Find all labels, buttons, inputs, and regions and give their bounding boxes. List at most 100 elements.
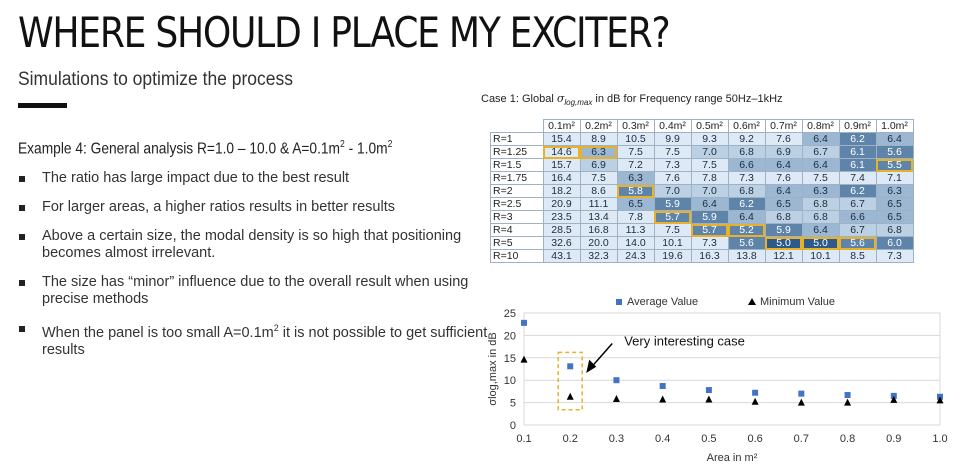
table-cell: 6.3 — [579, 145, 618, 159]
table-row: R=1.5 15.7 6.9 7.2 7.3 7.5 6.6 6.4 6.4 6.1 5.5 — [490, 158, 914, 172]
table-row-header: R=2 — [490, 184, 544, 198]
table-cell: 7.3 — [727, 171, 766, 185]
table-cell: 9.3 — [690, 132, 729, 146]
table-cell: 11.1 — [579, 197, 618, 211]
table-cell: 7.0 — [690, 184, 729, 198]
table-cell: 5.6 — [727, 236, 766, 250]
table-row: R=5 32.6 20.0 14.0 10.1 7.3 5.6 5.0 5.0 5.6 6.0 — [490, 236, 914, 250]
table-cell: 5.9 — [764, 223, 803, 237]
bullet-text: For larger areas, a higher ratios result… — [42, 199, 395, 215]
table-column-header: 0.4m² — [653, 119, 692, 133]
table-cell: 6.1 — [838, 158, 877, 172]
table-cell: 43.1 — [542, 249, 581, 263]
x-tick-label: 0.5 — [701, 433, 716, 445]
x-tick-label: 0.3 — [609, 433, 624, 445]
average-value-point — [844, 391, 851, 398]
table-cell: 24.3 — [616, 249, 655, 263]
table-column-header: 0.5m² — [690, 119, 729, 133]
x-tick-label: 1.0 — [932, 433, 947, 445]
table-header-row: 0.1m² 0.2m² 0.3m² 0.4m² 0.5m² 0.6m² 0.7m² 0.8m²… — [490, 119, 914, 133]
y-tick-label: 10 — [504, 375, 516, 387]
table-cell: 6.7 — [801, 145, 840, 159]
table-column-header: 0.1m² — [542, 119, 581, 133]
legend-marker — [748, 298, 756, 305]
bullet-item: The size has “minor” influence due to th… — [18, 274, 488, 308]
table-column-header: 0.6m² — [727, 119, 766, 133]
bullet-item: For larger areas, a higher ratios result… — [18, 199, 488, 216]
table-cell: 13.8 — [727, 249, 766, 263]
table-column-header: 0.9m² — [838, 119, 877, 133]
table-cell: 7.3 — [875, 249, 914, 263]
table-caption-pre: Case 1: Global — [481, 93, 557, 105]
table-cell: 5.7 — [653, 210, 692, 224]
bullet-list: The ratio has large impact due to the be… — [18, 170, 488, 371]
table-cell: 23.5 — [542, 210, 581, 224]
table-cell: 6.2 — [727, 197, 766, 211]
table-cell: 32.6 — [542, 236, 581, 250]
sigma-symbol: σ — [556, 92, 565, 105]
x-axis-label: Area in m² — [707, 452, 758, 464]
table-cell: 7.3 — [653, 158, 692, 172]
minimum-value-point — [797, 398, 805, 406]
table-row-header: R=2.5 — [490, 197, 544, 211]
table-cell: 6.2 — [838, 132, 877, 146]
table-cell: 6.8 — [764, 210, 803, 224]
table-cell: 32.3 — [579, 249, 618, 263]
table-cell: 10.1 — [801, 249, 840, 263]
table-cell: 6.1 — [838, 145, 877, 159]
table-corner — [490, 119, 544, 133]
bullet-item: Above a certain size, the modal density … — [18, 228, 488, 262]
table-cell: 20.0 — [579, 236, 618, 250]
table-cell: 6.4 — [801, 223, 840, 237]
x-tick-label: 0.8 — [840, 433, 855, 445]
table-row-header: R=4 — [490, 223, 544, 237]
table-cell: 8.9 — [579, 132, 618, 146]
table-cell: 7.5 — [653, 223, 692, 237]
table-cell: 6.5 — [875, 210, 914, 224]
x-tick-label: 0.4 — [655, 433, 670, 445]
table-cell: 7.6 — [764, 171, 803, 185]
table-cell: 8.5 — [838, 249, 877, 263]
table-cell: 5.5 — [875, 158, 914, 172]
table-row-header: R=1.75 — [490, 171, 544, 185]
table-cell: 7.6 — [764, 132, 803, 146]
example-heading-sup-1: 2 — [340, 139, 345, 150]
table-row: R=4 28.5 16.8 11.3 7.5 5.7 5.2 5.9 6.4 6.7 6.8 — [490, 223, 914, 237]
table-cell: 6.3 — [801, 184, 840, 198]
table-cell: 14.6 — [542, 145, 581, 159]
table-row-header: R=1 — [490, 132, 544, 146]
bullet-text-sup: 2 — [273, 323, 279, 333]
table-cell: 6.8 — [727, 184, 766, 198]
bullet-item: The ratio has large impact due to the be… — [18, 170, 488, 187]
table-cell: 6.4 — [801, 158, 840, 172]
table-cell: 6.0 — [875, 236, 914, 250]
table-cell: 6.5 — [616, 197, 655, 211]
table-cell: 6.7 — [838, 223, 877, 237]
table-cell: 20.9 — [542, 197, 581, 211]
table-cell: 28.5 — [542, 223, 581, 237]
table-cell: 5.9 — [690, 210, 729, 224]
example-heading-prefix: Example 4: General analysis R=1.0 – 10.0… — [18, 140, 341, 158]
minimum-value-point — [566, 392, 574, 400]
highlight-box — [557, 351, 583, 411]
table-cell: 12.1 — [764, 249, 803, 263]
table-column-header: 0.2m² — [579, 119, 618, 133]
table-row: R=3 23.5 13.4 7.8 5.7 5.9 6.4 6.8 6.8 6.6 6.5 — [490, 210, 914, 224]
y-tick-label: 25 — [504, 308, 516, 320]
table-cell: 7.0 — [653, 184, 692, 198]
sigma-subscript: log,max — [564, 98, 593, 108]
example-heading-middle: - 1.0m — [344, 140, 388, 158]
heatmap-table: 0.1m² 0.2m² 0.3m² 0.4m² 0.5m² 0.6m² 0.7m² 0.8m²… — [490, 119, 914, 263]
y-tick-label: 0 — [510, 420, 516, 432]
minimum-value-point — [751, 397, 759, 405]
average-value-point — [567, 363, 574, 370]
average-value-point — [521, 319, 527, 326]
table-row-header: R=3 — [490, 210, 544, 224]
table-cell: 13.4 — [579, 210, 618, 224]
table-cell: 7.0 — [690, 145, 729, 159]
table-cell: 6.4 — [875, 132, 914, 146]
slide-subtitle: Simulations to optimize the process — [18, 69, 293, 90]
table-row-header: R=10 — [490, 249, 544, 263]
table-row-header: R=1.5 — [490, 158, 544, 172]
table-cell: 6.8 — [727, 145, 766, 159]
